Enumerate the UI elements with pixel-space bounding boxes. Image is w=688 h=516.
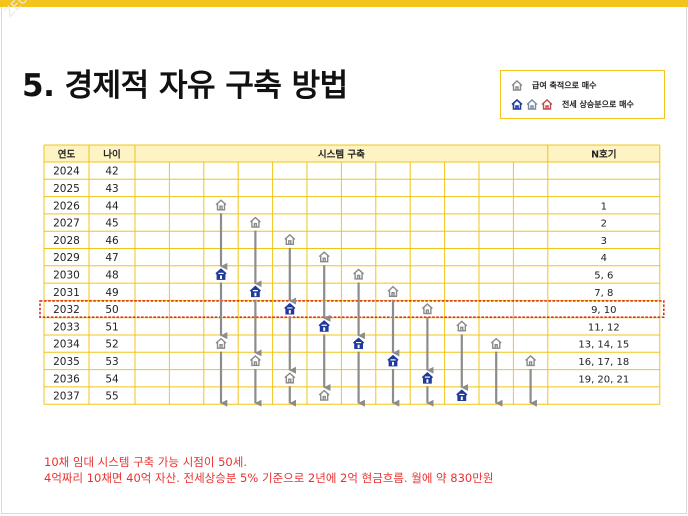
cell-age: 46 [105, 235, 119, 247]
house-red-icon [541, 99, 553, 110]
cell-year: 2031 [53, 287, 80, 299]
house-salary-icon [456, 320, 468, 332]
house-jeonse-icon [318, 320, 330, 332]
header-unit: N호기 [591, 149, 616, 161]
note-line-1: 10채 임대 시스템 구축 가능 시점이 50세. [44, 455, 247, 469]
cell-year: 2028 [53, 235, 80, 247]
cell-units: 16, 17, 18 [578, 357, 629, 368]
legend: 급여 축적으로 매수 전세 상승분으로 매수 [500, 70, 665, 119]
table-header-fill [44, 145, 660, 162]
cell-year: 2024 [53, 166, 80, 178]
house-salary-icon [215, 337, 227, 349]
cell-units: 2 [601, 219, 607, 230]
cell-age: 50 [105, 304, 118, 316]
house-jeonse-icon [284, 302, 296, 315]
house-salary-icon [511, 80, 523, 91]
house-jeonse-icon [511, 99, 523, 110]
house-salary-icon [387, 285, 399, 297]
cell-age: 48 [105, 269, 118, 281]
cell-units: 19, 20, 21 [578, 374, 629, 385]
note-line-2: 4억짜리 10채면 40억 자산. 전세상승분 5% 기준으로 2년에 2억 현… [44, 471, 494, 485]
house-salary-icon [318, 251, 330, 263]
highlight-row-outline [39, 300, 665, 318]
house-salary-icon [525, 355, 537, 367]
house-jeonse-icon [456, 389, 468, 401]
house-salary-icon [249, 355, 261, 367]
cell-units: 4 [601, 253, 607, 264]
cell-units: 5, 6 [594, 270, 613, 281]
cell-units: 9, 10 [591, 305, 616, 316]
cell-year: 2035 [53, 356, 80, 368]
cell-units: 13, 14, 15 [578, 340, 629, 351]
cell-units: 7, 8 [594, 288, 613, 299]
cell-age: 54 [105, 373, 119, 385]
cell-year: 2034 [53, 339, 80, 351]
header-age: 나이 [103, 149, 120, 161]
cell-age: 44 [105, 200, 119, 212]
cell-year: 2030 [53, 269, 80, 281]
cell-age: 42 [105, 166, 118, 178]
header-system: 시스템 구축 [318, 149, 365, 161]
house-jeonse-icon [387, 354, 399, 367]
house-salary-icon [284, 372, 296, 384]
header-year: 연도 [58, 150, 76, 161]
house-salary-icon [318, 389, 330, 401]
house-salary-icon [353, 268, 365, 280]
cell-age: 49 [105, 287, 118, 299]
house-jeonse-icon [421, 372, 434, 384]
legend-row-jeonse: 전세 상승분으로 매수 [511, 99, 634, 110]
cell-age: 43 [105, 183, 118, 195]
cell-units: 11, 12 [588, 322, 620, 333]
cell-year: 2027 [53, 218, 80, 230]
cell-year: 2026 [53, 200, 80, 212]
cell-units: 1 [601, 201, 607, 212]
house-salary-icon [421, 303, 433, 315]
cell-age: 55 [105, 391, 118, 403]
cell-year: 2025 [53, 183, 80, 195]
cell-year: 2033 [53, 321, 80, 333]
cell-age: 52 [105, 339, 118, 351]
cell-age: 47 [105, 252, 118, 264]
cell-year: 2032 [53, 304, 80, 316]
cell-units: 3 [601, 236, 607, 247]
house-salary-icon [249, 216, 261, 228]
notes: 10채 임대 시스템 구축 가능 시점이 50세. 4억짜리 10채면 40억 … [44, 454, 493, 486]
house-jeonse-icon [215, 268, 227, 280]
house-salary-icon [284, 233, 296, 246]
cell-year: 2029 [53, 252, 80, 264]
house-jeonse-icon [249, 285, 262, 298]
house-salary-icon [490, 337, 502, 349]
cell-year: 2037 [53, 391, 80, 403]
cell-age: 51 [105, 321, 118, 333]
top-accent-bar [0, 0, 688, 7]
legend-row-salary: 급여 축적으로 매수 [511, 80, 596, 91]
house-salary-icon [215, 199, 227, 211]
legend-salary-label: 급여 축적으로 매수 [532, 81, 597, 90]
house-gray-icon [526, 99, 538, 110]
legend-jeonse-label: 전세 상승분으로 매수 [562, 100, 634, 109]
cell-year: 2036 [53, 373, 80, 385]
cell-age: 45 [105, 218, 118, 230]
cell-age: 53 [105, 356, 118, 368]
page-title: 5. 경제적 자유 구축 방법 [22, 68, 348, 104]
house-jeonse-icon [352, 337, 365, 350]
